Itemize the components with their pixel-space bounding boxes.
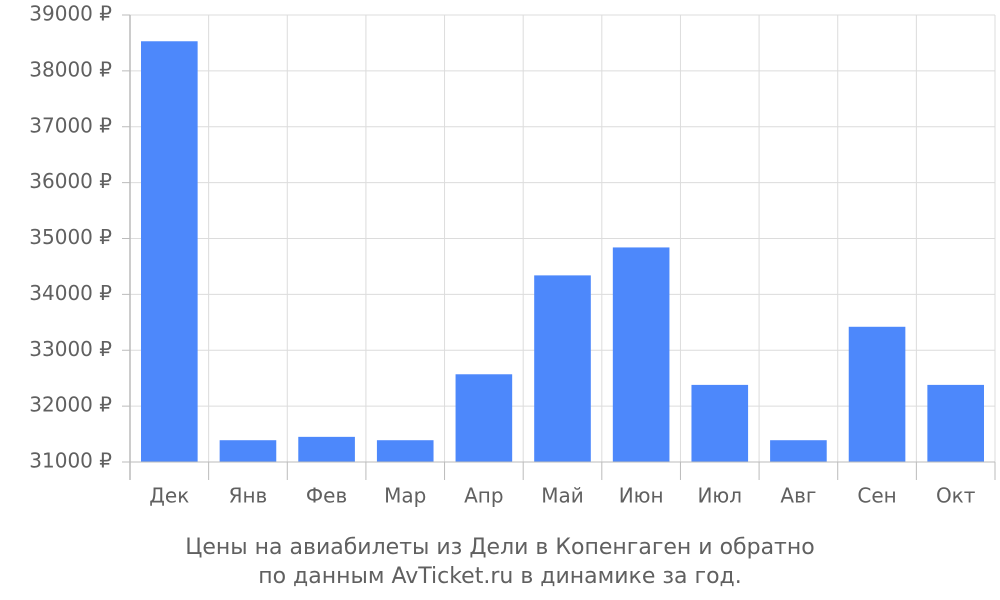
y-tick-label: 34000 ₽: [29, 281, 112, 305]
y-tick-label: 38000 ₽: [29, 57, 112, 81]
x-tick-label: Фев: [306, 484, 347, 508]
bar: [848, 326, 906, 462]
x-tick-label: Июл: [697, 484, 742, 508]
x-tick-label: Май: [541, 484, 584, 508]
x-tick-label: Авг: [780, 484, 816, 508]
y-tick-label: 39000 ₽: [29, 2, 112, 26]
y-tick-label: 35000 ₽: [29, 225, 112, 249]
bar: [376, 440, 434, 462]
y-tick-label: 31000 ₽: [29, 449, 112, 473]
bar: [298, 436, 355, 462]
bar: [534, 275, 591, 462]
x-tick-label: Окт: [936, 484, 976, 508]
x-tick-label: Мар: [384, 484, 426, 508]
x-tick-label: Апр: [464, 484, 503, 508]
x-tick-label: Сен: [857, 484, 896, 508]
chart-title: Цены на авиабилеты из Дели в Копенгаген …: [185, 535, 814, 560]
bar: [455, 374, 513, 462]
bar: [219, 440, 277, 462]
bar: [927, 384, 984, 462]
y-tick-label: 33000 ₽: [29, 337, 112, 361]
y-tick-label: 37000 ₽: [29, 113, 112, 137]
x-tick-label: Июн: [619, 484, 664, 508]
bar: [691, 384, 749, 462]
bar: [612, 247, 670, 462]
x-tick-label: Дек: [149, 484, 189, 508]
chart-subtitle: по данным AvTicket.ru в динамике за год.: [258, 564, 742, 589]
y-tick-label: 36000 ₽: [29, 169, 112, 193]
bar: [770, 440, 827, 462]
y-tick-label: 32000 ₽: [29, 393, 112, 417]
x-tick-label: Янв: [229, 484, 268, 508]
bar: [141, 41, 198, 462]
